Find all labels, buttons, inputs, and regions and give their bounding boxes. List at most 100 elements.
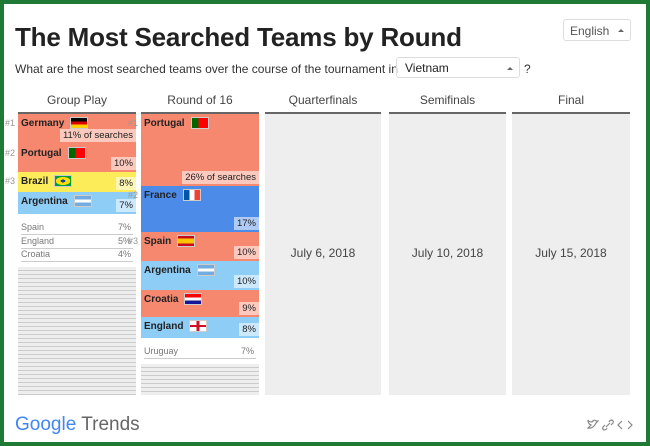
team-share: 10% [110,157,136,170]
team-label: England [144,320,208,332]
column-rule [512,112,630,114]
embed-icon[interactable] [617,420,633,430]
team-name: Spain [144,235,172,247]
link-icon[interactable] [602,419,614,431]
team-name: Croatia [144,293,179,305]
team-block: England 8% [141,317,259,338]
brand: Google Trends [15,414,140,436]
other-team: England 5% [21,236,133,249]
other-team: Uruguay 7% [144,346,256,359]
match-date: July 6, 2018 [290,246,356,260]
language-select[interactable]: English [563,19,631,41]
other-name: Uruguay [144,346,179,356]
column-body [389,114,506,395]
empty-rows [18,266,136,395]
column-body [512,114,630,395]
team-flag [70,117,89,129]
team-label: Croatia [144,293,203,305]
team-rank: #3 [128,236,139,246]
team-name: Brazil [21,175,49,187]
team-rank: #3 [5,176,16,186]
team-label: France [144,189,201,201]
team-block: Spain 10% [141,232,259,261]
team-block: Germany 11% of searches [18,114,136,144]
match-date: July 15, 2018 [535,246,607,260]
column-title: Round of 16 [167,93,233,107]
other-share: 7% [117,222,131,232]
team-block: Brazil 8% [18,172,136,192]
team-flag [184,293,203,305]
empty-rows [141,363,259,395]
team-share: 7% [116,199,136,212]
team-label: Portugal [144,117,209,129]
team-block: Portugal 26% of searches [141,114,259,186]
team-flag [177,235,196,247]
other-share: 5% [117,235,131,246]
column-title: Group Play [46,93,108,107]
team-flag [190,117,209,129]
card: The Most Searched Teams by Round English… [4,4,646,442]
other-name: Spain [21,222,45,232]
other-share: 7% [240,346,254,356]
team-share: 10% [233,246,259,259]
column-title: Final [557,93,584,107]
team-name: England [144,320,184,332]
team-rank: #2 [128,190,139,200]
team-label: Brazil [21,175,73,187]
team-block: Argentina 7% [18,192,136,214]
team-rank: #2 [5,148,16,158]
other-name: England [21,235,55,246]
column-body [265,114,381,395]
team-label: Argentina [21,195,92,207]
column-title: Semifinals [419,93,476,107]
team-label: Portugal [21,147,86,159]
team-name: Germany [21,117,65,129]
column-rule [389,112,506,114]
country-select[interactable]: Vietnam [396,57,520,78]
team-name: Argentina [21,195,68,207]
team-flag [54,175,73,187]
team-share: 8% [116,177,136,190]
team-block: Portugal 10% [18,144,136,172]
team-name: Portugal [21,147,62,159]
other-share: 4% [117,249,131,259]
team-share: 9% [239,302,259,315]
team-share: 11% of searches [59,129,136,142]
column-title: Quarterfinals [288,93,358,107]
question: What are the most searched teams over th… [15,62,398,76]
team-name: France [144,189,177,201]
column-rule [141,112,259,114]
team-name: Argentina [144,264,191,276]
team-block: Croatia 9% [141,290,259,317]
team-block: Argentina 10% [141,261,259,290]
team-share: 26% of searches [182,171,259,184]
other-team: Croatia 4% [21,249,133,262]
team-label: Spain [144,235,196,247]
other-name: Croatia [21,249,51,259]
team-share: 17% [233,217,259,230]
other-team: Spain 7% [21,222,133,235]
team-flag [182,189,201,201]
column-rule [265,112,381,114]
title: The Most Searched Teams by Round [15,22,462,52]
question-mark: ? [524,62,531,76]
team-label: Germany [21,117,89,129]
team-rank: #1 [128,118,139,128]
share-icons [586,419,633,431]
team-share: 8% [239,323,259,336]
twitter-icon[interactable] [586,419,600,429]
brand-trends: Trends [81,414,140,435]
team-flag [67,147,86,159]
team-block: France 17% [141,186,259,232]
match-date: July 10, 2018 [411,246,484,260]
team-share: 10% [233,275,259,288]
team-label: Argentina [144,264,215,276]
team-flag [73,195,92,207]
column-rule [18,112,136,114]
team-flag [196,264,215,276]
brand-google: Google [15,414,77,435]
team-rank: #1 [5,118,16,128]
team-name: Portugal [144,117,185,129]
team-flag [189,320,208,332]
